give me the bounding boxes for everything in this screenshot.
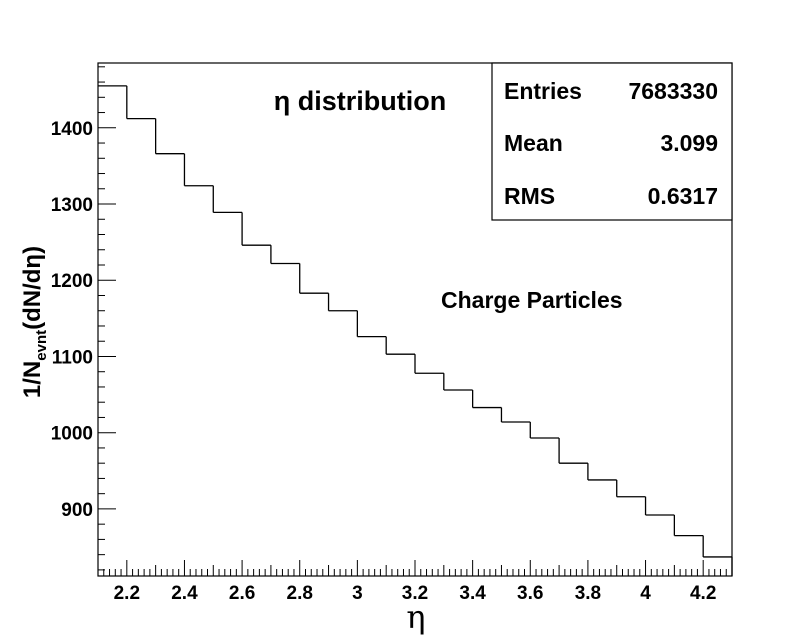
x-tick-label: 2.8 xyxy=(287,583,313,604)
x-tick-label: 4 xyxy=(640,583,651,604)
stats-box-border xyxy=(491,62,733,221)
stats-entries-label: Entries xyxy=(504,78,582,104)
y-tick-label: 1400 xyxy=(51,119,93,140)
stats-rms-value: 0.6317 xyxy=(648,183,718,209)
stats-mean-label: Mean xyxy=(504,130,563,156)
y-axis-title-suffix: (dN/dη) xyxy=(19,246,46,330)
x-tick-label: 3.6 xyxy=(517,583,543,604)
charge-particles-annotation: Charge Particles xyxy=(441,287,623,313)
x-tick-label: 3.4 xyxy=(459,583,486,604)
x-tick-label: 4.2 xyxy=(690,583,716,604)
stats-box: Entries 7683330 Mean 3.099 RMS 0.6317 xyxy=(491,62,733,221)
y-tick-label: 900 xyxy=(61,500,93,521)
x-tick-label: 2.2 xyxy=(114,583,140,604)
x-tick-label: 2.4 xyxy=(171,583,198,604)
x-tick-label: 3.2 xyxy=(402,583,428,604)
x-axis-title: η xyxy=(406,598,425,636)
y-axis-title-prefix: 1/N xyxy=(19,361,46,398)
y-tick-label: 1100 xyxy=(52,347,93,368)
y-axis-title-subscript: evnt xyxy=(33,330,50,361)
histogram-bins xyxy=(98,85,733,576)
x-tick-label: 3.8 xyxy=(575,583,601,604)
y-axis-title: 1/Nevnt(dN/dη) xyxy=(19,246,50,398)
y-tick-label: 1200 xyxy=(51,271,93,292)
stats-rms-label: RMS xyxy=(504,183,555,209)
chart-title: η distribution xyxy=(274,86,446,116)
y-tick-label: 1000 xyxy=(51,424,93,445)
plot-frame xyxy=(97,62,733,577)
stats-entries-value: 7683330 xyxy=(628,78,718,104)
y-tick-label: 1300 xyxy=(51,195,93,216)
x-tick-label: 2.6 xyxy=(229,583,255,604)
y-axis-ticks: 900 1000 1100 1200 1300 1400 xyxy=(51,66,116,571)
x-axis-ticks: 2.2 2.4 2.6 2.8 3 3.2 3.4 3.6 3.8 4 4.2 xyxy=(97,560,733,604)
x-tick-label: 3 xyxy=(352,583,363,604)
stats-mean-value: 3.099 xyxy=(660,130,718,156)
